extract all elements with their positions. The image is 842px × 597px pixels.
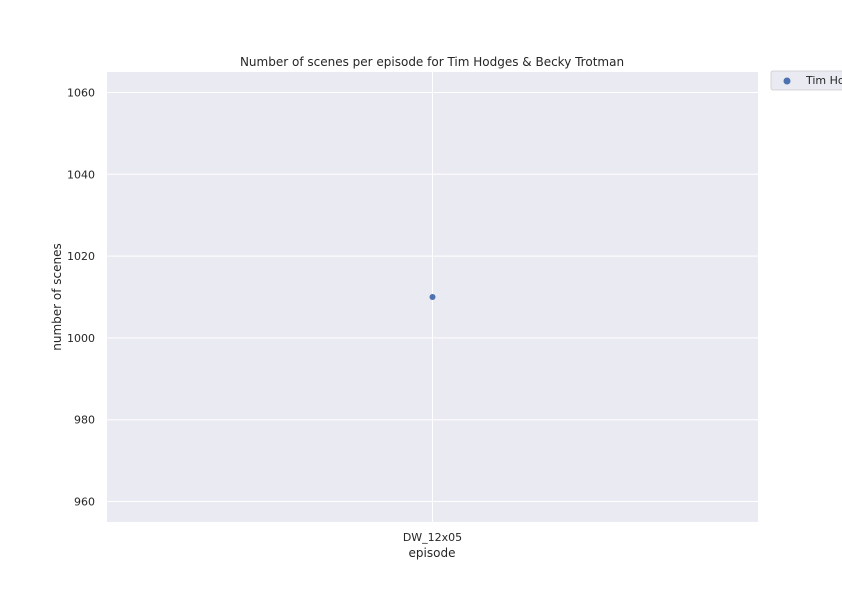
chart-title: Number of scenes per episode for Tim Hod… — [240, 55, 624, 69]
data-points — [429, 294, 436, 300]
y-tick-label: 960 — [74, 496, 95, 509]
scatter-point — [429, 294, 436, 300]
legend: Tim Hodges & Becky Trotman — [770, 70, 842, 91]
x-axis-ticks: DW_12x05 — [403, 531, 462, 544]
legend-box — [770, 70, 842, 91]
y-tick-label: 1020 — [67, 250, 95, 263]
y-tick-label: 980 — [74, 414, 95, 427]
y-tick-label: 1000 — [67, 332, 95, 345]
legend-entry-label: Tim Hodges & Becky Trotman — [805, 74, 842, 87]
grid-lines — [107, 72, 758, 522]
y-tick-label: 1060 — [67, 86, 95, 99]
y-axis-ticks: 960 980 1000 1020 1040 1060 — [67, 86, 95, 508]
legend-marker — [783, 77, 791, 85]
x-axis-label: episode — [409, 546, 456, 560]
x-tick-label: DW_12x05 — [403, 531, 462, 544]
y-axis-label: number of scenes — [50, 243, 64, 351]
y-tick-label: 1040 — [67, 168, 95, 181]
